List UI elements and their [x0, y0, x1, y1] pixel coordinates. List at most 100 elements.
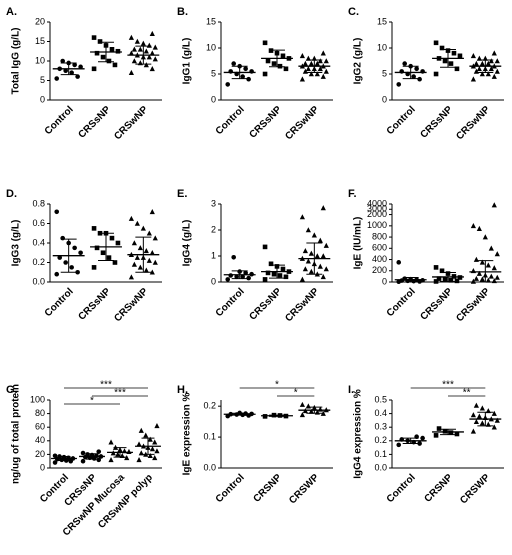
- panel: A. Total IgG (g/L) 0 5 10 15 20 Control CRSsNP CR…: [6, 6, 162, 142]
- data-point: [470, 428, 476, 434]
- data-point: [231, 254, 236, 260]
- data-point: [473, 60, 479, 66]
- data-point: [57, 255, 63, 260]
- data-point: [320, 73, 326, 79]
- y-tick-label: 0: [382, 276, 387, 286]
- data-point: [448, 61, 454, 66]
- data-point: [60, 58, 65, 64]
- y-tick-label: 1000: [367, 220, 387, 230]
- data-point: [402, 61, 407, 66]
- data-point: [280, 53, 286, 59]
- data-point: [149, 209, 155, 215]
- panel: D. IgG3 (g/L) 0.0 0.2 0.4 0.6 0.8 Control CRSsNP…: [6, 188, 162, 324]
- sd-bar: [98, 232, 114, 262]
- y-tick-label: 0.3: [374, 422, 387, 432]
- sd-bar: [141, 437, 155, 455]
- data-point: [271, 271, 277, 277]
- y-tick-label: 15: [206, 16, 216, 26]
- data-point: [485, 60, 491, 66]
- data-point: [149, 66, 155, 72]
- data-point: [143, 62, 149, 68]
- data-point: [137, 245, 143, 251]
- x-tick-label: CRSsNP: [419, 104, 456, 141]
- data-point: [152, 235, 158, 241]
- data-point: [63, 68, 68, 74]
- y-tick-label: 2000: [367, 209, 387, 219]
- data-point: [470, 412, 476, 418]
- data-point: [78, 64, 83, 70]
- data-point: [476, 225, 482, 231]
- data-point: [305, 258, 311, 264]
- y-tick-label: 80: [35, 408, 45, 418]
- data-point: [442, 58, 448, 64]
- y-tick-label: 5: [382, 68, 387, 78]
- data-point: [305, 66, 311, 72]
- data-point: [283, 274, 289, 280]
- sd-bar: [477, 260, 494, 283]
- data-point: [494, 274, 500, 280]
- x-tick-label: CRSwNP: [112, 286, 150, 324]
- data-point: [299, 76, 305, 82]
- data-point: [299, 214, 305, 220]
- y-tick-label: 600: [372, 243, 387, 253]
- y-tick-label: 60: [35, 422, 45, 432]
- data-point: [128, 50, 134, 56]
- data-point: [149, 30, 155, 36]
- data-point: [60, 235, 65, 241]
- data-point: [488, 58, 494, 64]
- data-point: [479, 420, 485, 426]
- data-point: [308, 268, 314, 274]
- sd-bar: [113, 447, 127, 458]
- x-tick-label: CRSwNP: [454, 286, 492, 324]
- data-point: [476, 413, 482, 419]
- data-point: [78, 250, 83, 256]
- data-point: [314, 253, 320, 259]
- data-point: [302, 60, 308, 66]
- data-point: [494, 68, 500, 74]
- data-point: [138, 427, 144, 433]
- data-point: [136, 457, 142, 463]
- data-point: [479, 71, 485, 77]
- data-point: [134, 220, 140, 226]
- y-tick-label: 15: [35, 36, 45, 46]
- y-tick-label: 0.4: [32, 237, 45, 247]
- data-point: [277, 273, 283, 278]
- data-point: [491, 410, 497, 416]
- data-point: [320, 205, 326, 211]
- x-tick-label: Control: [385, 104, 418, 137]
- data-point: [243, 270, 248, 276]
- data-point: [268, 48, 274, 53]
- data-point: [146, 257, 152, 263]
- data-point: [63, 260, 68, 265]
- data-point: [72, 62, 77, 68]
- y-tick-label: 10: [377, 42, 387, 52]
- data-point: [299, 401, 305, 407]
- data-point: [225, 82, 231, 87]
- data-point: [454, 66, 460, 72]
- y-tick-label: 5: [40, 75, 45, 85]
- x-tick-label: CRSNP: [422, 472, 455, 505]
- data-point: [470, 53, 476, 59]
- x-tick-label: CRSsNP: [419, 286, 456, 323]
- data-point: [109, 235, 115, 241]
- y-axis-label: IgG3 (g/L): [11, 220, 22, 267]
- panel-label: A.: [6, 6, 17, 18]
- data-point: [54, 271, 60, 277]
- data-point: [473, 418, 479, 425]
- y-tick-label: 10: [206, 42, 216, 52]
- y-tick-label: 0: [211, 94, 216, 104]
- data-point: [225, 277, 231, 282]
- data-point: [479, 276, 485, 282]
- sd-bar: [402, 437, 419, 445]
- data-point: [154, 448, 160, 454]
- x-tick-label: Control: [214, 104, 247, 137]
- data-point: [228, 273, 234, 278]
- data-point: [69, 265, 74, 270]
- data-point: [280, 266, 286, 272]
- data-point: [262, 71, 268, 77]
- panel-label: I.: [348, 384, 354, 396]
- sd-bar: [306, 59, 323, 73]
- data-point: [323, 266, 329, 272]
- y-tick-label: 15: [377, 16, 387, 26]
- data-point: [131, 46, 137, 52]
